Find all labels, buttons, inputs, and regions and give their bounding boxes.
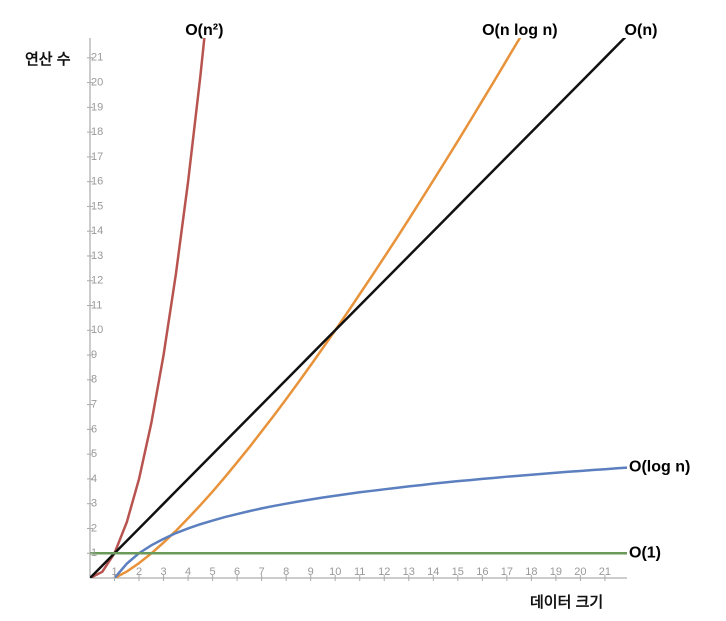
x-tick-label: 13 — [403, 566, 415, 578]
plot-area — [90, 38, 627, 578]
series-line — [113, 466, 627, 578]
x-tick-label: 20 — [574, 566, 586, 578]
y-tick-label: 10 — [91, 324, 103, 336]
x-tick-label: 9 — [308, 566, 314, 578]
x-tick-label: 21 — [599, 566, 611, 578]
y-tick-label: 3 — [91, 498, 97, 510]
x-tick-label: 4 — [185, 566, 191, 578]
x-tick-label: 14 — [427, 566, 439, 578]
y-tick-label: 21 — [91, 52, 103, 64]
series-label: O(n²) — [185, 22, 223, 39]
x-tick-label: 6 — [234, 566, 240, 578]
x-tick-label: 2 — [136, 566, 142, 578]
y-tick-label: 7 — [91, 399, 97, 411]
y-tick-label: 14 — [91, 225, 103, 237]
series-line — [90, 38, 206, 578]
x-axis-title: 데이터 크기 — [530, 594, 603, 611]
x-tick-label: 11 — [354, 566, 365, 578]
y-tick-label: 11 — [91, 299, 102, 311]
y-tick-label: 20 — [91, 76, 103, 88]
x-tick-label: 12 — [378, 566, 390, 578]
series-line — [90, 38, 627, 578]
y-tick-label: 6 — [91, 423, 97, 435]
y-tick-label: 17 — [91, 151, 103, 163]
y-tick-label: 13 — [91, 250, 103, 262]
series-label: O(n) — [625, 22, 658, 39]
y-tick-label: 15 — [91, 200, 103, 212]
series-label: O(1) — [629, 544, 661, 561]
x-tick-label: 19 — [550, 566, 562, 578]
series-label: O(log n) — [629, 459, 690, 476]
y-tick-label: 16 — [91, 176, 103, 188]
x-tick-label: 16 — [476, 566, 488, 578]
y-tick-label: 9 — [91, 349, 97, 361]
x-tick-label: 1 — [111, 566, 117, 578]
x-tick-label: 10 — [329, 566, 341, 578]
y-tick-label: 2 — [91, 522, 97, 534]
y-axis-title: 연산 수 — [25, 51, 71, 68]
x-tick-label: 7 — [259, 566, 265, 578]
y-tick-label: 4 — [91, 473, 97, 485]
y-tick-label: 8 — [91, 374, 97, 386]
y-tick-label: 18 — [91, 126, 103, 138]
x-tick-label: 3 — [160, 566, 166, 578]
y-tick-label: 1 — [91, 547, 97, 559]
series-line — [113, 38, 522, 578]
series-label: O(n log n) — [482, 22, 558, 39]
x-tick-label: 18 — [525, 566, 537, 578]
x-tick-label: 17 — [501, 566, 513, 578]
y-tick-label: 5 — [91, 448, 97, 460]
y-tick-label: 19 — [91, 101, 103, 113]
y-tick-label: 12 — [91, 275, 103, 287]
x-tick-label: 8 — [283, 566, 289, 578]
x-tick-label: 5 — [210, 566, 216, 578]
x-tick-label: 15 — [452, 566, 464, 578]
